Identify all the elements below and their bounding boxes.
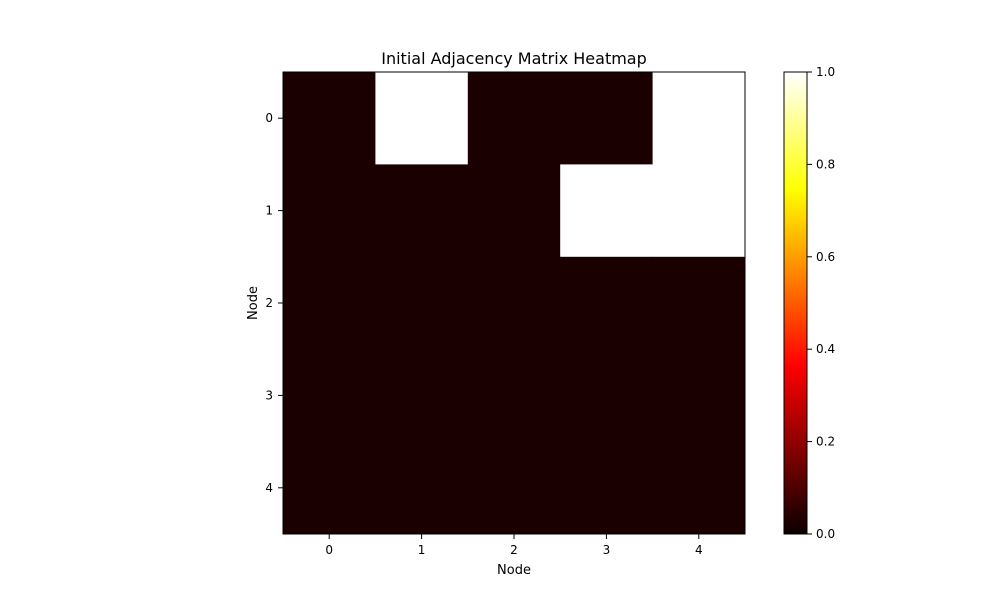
heatmap-cell xyxy=(283,441,376,535)
colorbar-tick-label: 0.6 xyxy=(816,250,835,264)
x-axis-label: Node xyxy=(497,563,531,578)
colorbar xyxy=(783,71,808,535)
heatmap-cell xyxy=(375,441,469,535)
heatmap-cell xyxy=(652,72,746,165)
heatmap-cell xyxy=(467,349,561,443)
colorbar-tick-label: 1.0 xyxy=(816,65,835,79)
heatmap-cell xyxy=(467,164,561,258)
heatmap-cell xyxy=(283,72,376,165)
y-axis-ticks: 0 1 2 3 4 xyxy=(265,111,283,495)
y-tick-label: 2 xyxy=(265,296,273,310)
x-tick-label: 2 xyxy=(510,543,518,557)
chart-title: Initial Adjacency Matrix Heatmap xyxy=(381,49,647,68)
heatmap-cell xyxy=(283,164,376,258)
x-axis-ticks: 0 1 2 3 4 xyxy=(325,534,703,557)
heatmap-cell xyxy=(560,164,654,258)
y-tick-label: 0 xyxy=(265,111,273,125)
heatmap-cell xyxy=(283,256,376,350)
y-tick-label: 3 xyxy=(265,388,273,402)
colorbar-tick-label: 0.2 xyxy=(816,435,835,449)
heatmap-cell xyxy=(375,349,469,443)
x-tick-label: 4 xyxy=(695,543,703,557)
heatmap-cell xyxy=(560,441,654,535)
y-tick-label: 1 xyxy=(265,204,273,218)
colorbar-ticks: 0.0 0.2 0.4 0.6 0.8 1.0 xyxy=(807,65,835,541)
heatmap-cell xyxy=(560,256,654,350)
heatmap-cell xyxy=(283,349,376,443)
heatmap-cell xyxy=(652,349,746,443)
heatmap-cells xyxy=(283,72,746,535)
heatmap-cell xyxy=(560,72,654,165)
x-tick-label: 1 xyxy=(418,543,426,557)
colorbar-tick-label: 0.0 xyxy=(816,527,835,541)
x-tick-label: 0 xyxy=(325,543,333,557)
x-tick-label: 3 xyxy=(603,543,611,557)
heatmap-cell xyxy=(652,441,746,535)
heatmap-cell xyxy=(467,72,561,165)
heatmap-cell xyxy=(652,164,746,258)
heatmap-cell xyxy=(560,349,654,443)
heatmap-cell xyxy=(375,72,469,165)
heatmap-cell xyxy=(467,256,561,350)
heatmap-cell xyxy=(375,256,469,350)
y-tick-label: 4 xyxy=(265,481,273,495)
heatmap-cell xyxy=(375,164,469,258)
heatmap-cell xyxy=(652,256,746,350)
colorbar-tick-label: 0.8 xyxy=(816,157,835,171)
y-axis-label: Node xyxy=(246,286,261,320)
colorbar-tick-label: 0.4 xyxy=(816,342,835,356)
heatmap-cell xyxy=(467,441,561,535)
